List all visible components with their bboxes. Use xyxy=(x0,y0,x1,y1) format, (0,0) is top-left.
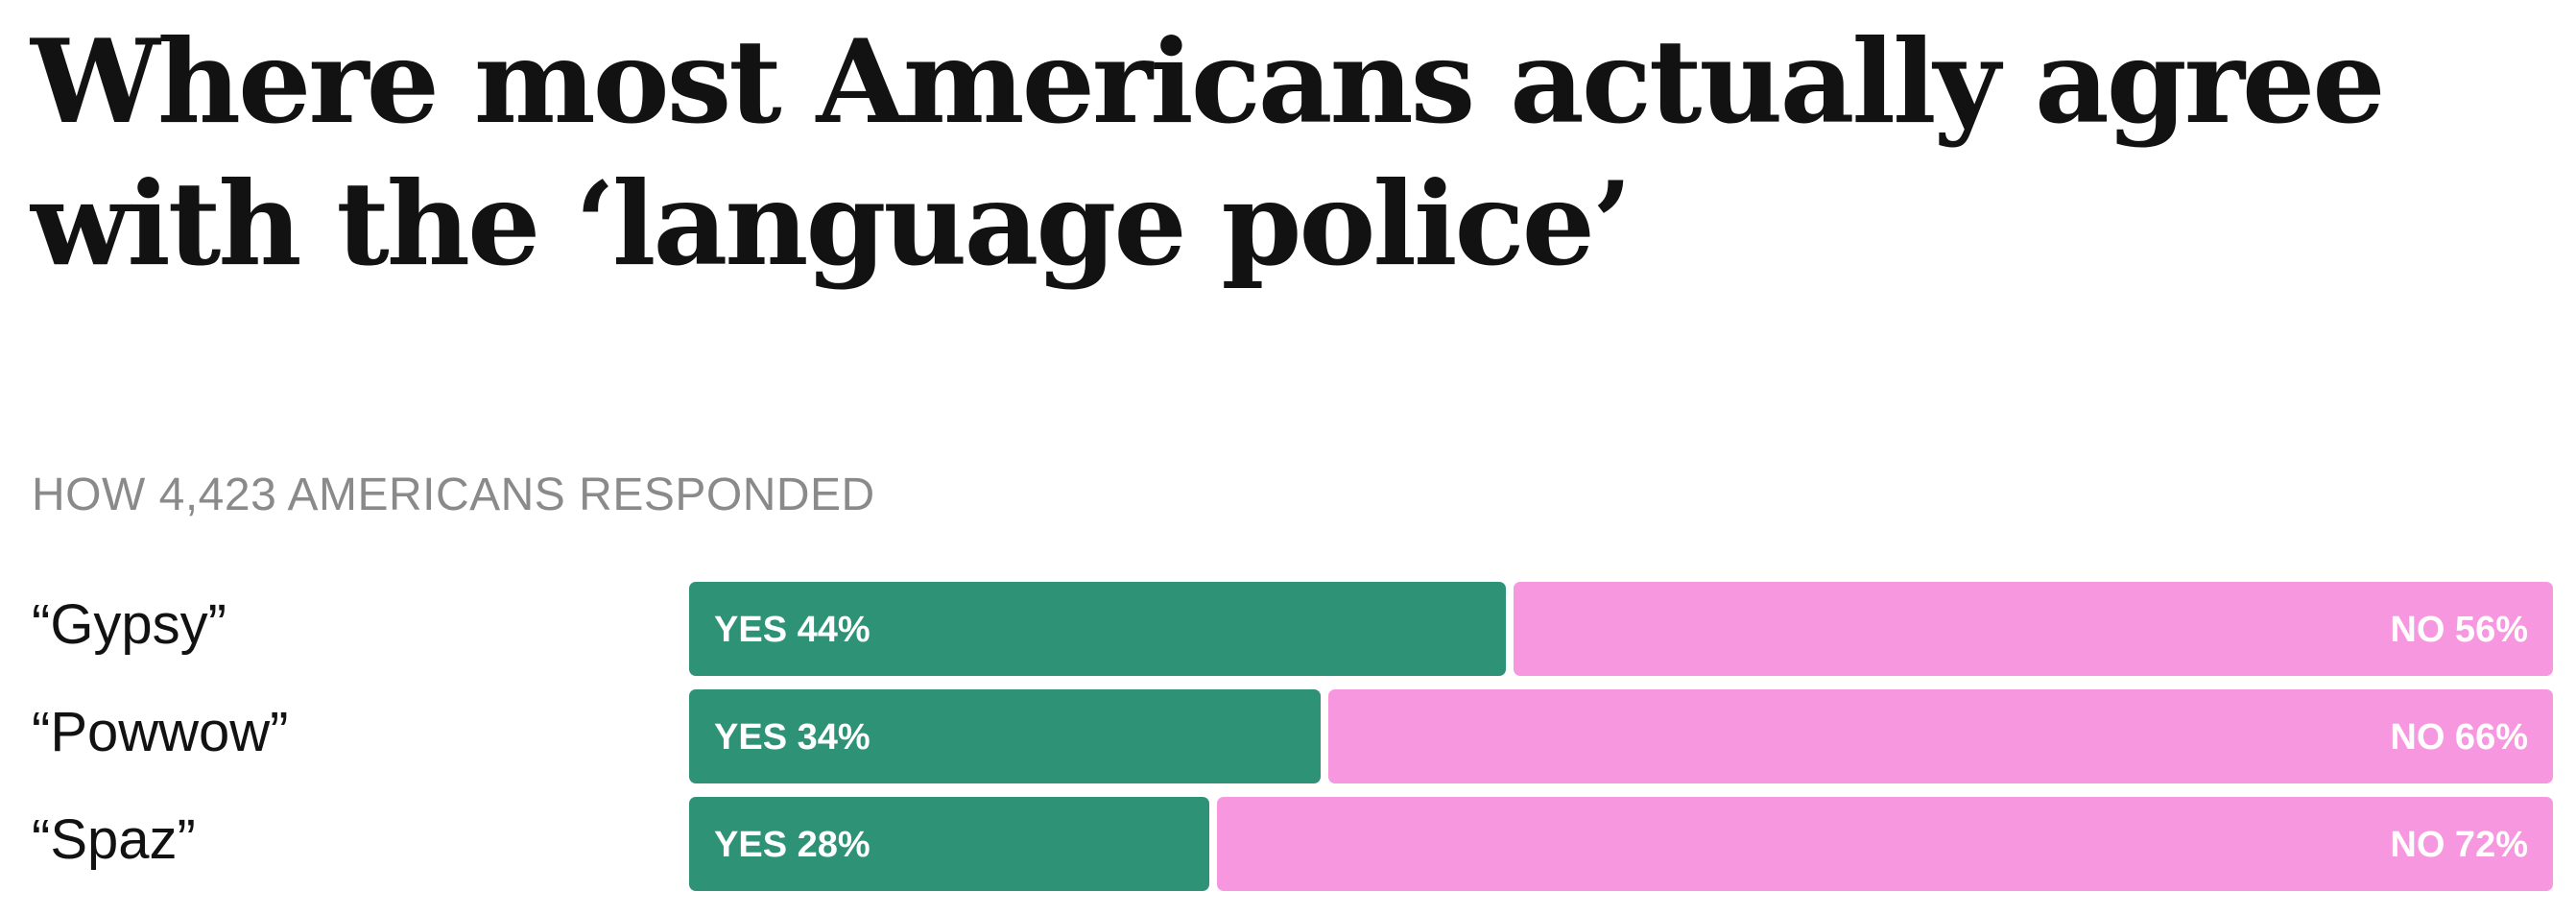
no-bar xyxy=(1328,689,2553,783)
no-bar xyxy=(1217,797,2553,891)
no-bar xyxy=(1514,582,2553,676)
category-label: “Powwow” xyxy=(32,701,289,763)
chart-subhead: HOW 4,423 AMERICANS RESPONDED xyxy=(32,470,875,520)
yes-bar xyxy=(689,689,1321,783)
category-label: “Gypsy” xyxy=(32,593,227,656)
chart-row: “Powwow” YES 34% NO 66% xyxy=(0,689,2576,783)
no-value-label: NO 66% xyxy=(2390,717,2528,758)
yes-bar xyxy=(689,797,1209,891)
yes-value-label: YES 44% xyxy=(714,610,871,650)
headline: Where most Americans actually agree with… xyxy=(31,14,2386,292)
stacked-bar-chart: “Gypsy” YES 44% NO 56% “Powwow” YES 34% NO 66… xyxy=(0,582,2576,899)
category-label: “Spaz” xyxy=(32,808,196,871)
yes-bar xyxy=(689,582,1506,676)
no-value-label: NO 56% xyxy=(2390,610,2528,650)
yes-value-label: YES 28% xyxy=(714,825,871,865)
no-value-label: NO 72% xyxy=(2390,825,2528,865)
yes-value-label: YES 34% xyxy=(714,717,871,758)
chart-row: “Gypsy” YES 44% NO 56% xyxy=(0,582,2576,676)
chart-row: “Spaz” YES 28% NO 72% xyxy=(0,797,2576,891)
